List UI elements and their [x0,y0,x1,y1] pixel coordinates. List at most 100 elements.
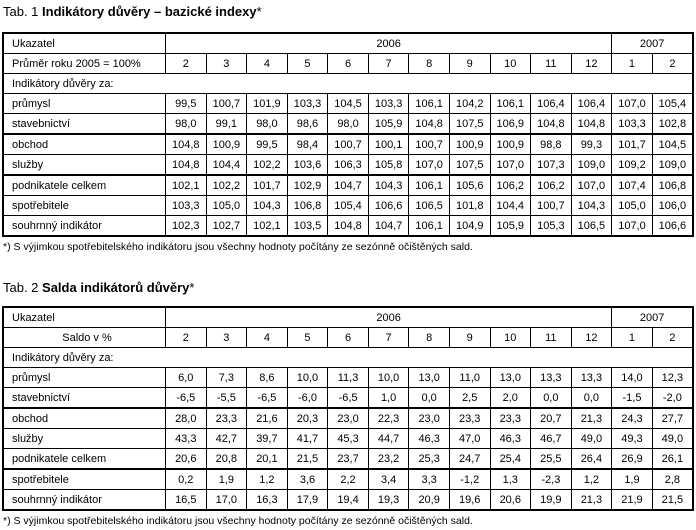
value-cell: 107,0 [570,174,613,196]
subheader-label: Průměr roku 2005 = 100% [2,53,166,74]
value-cell: 12,3 [651,367,694,388]
value-cell: 11,3 [327,367,369,388]
month-header: 2 [165,53,207,74]
value-cell: 0,0 [530,387,572,409]
value-cell: 102,7 [205,215,248,237]
value-cell: 102,9 [286,174,329,196]
year-2007: 2007 [611,32,694,54]
value-cell: 104,8 [327,215,369,237]
value-cell: 22,3 [367,407,410,429]
value-cell: 99,5 [246,133,288,155]
month-header-row: Saldo v % 2 3 4 5 6 7 8 9 10 11 12 1 2 [2,327,694,348]
value-cell: 24,3 [611,407,653,429]
footnote: *) S výjimkou spotřebitelského indikátor… [3,241,473,253]
title-asterisk: * [256,4,262,19]
value-cell: 102,3 [165,215,207,237]
value-cell: 100,9 [205,133,248,155]
value-cell: 23,0 [408,407,450,429]
month-header: 11 [530,53,572,74]
value-cell: 39,7 [246,428,288,449]
value-cell: -6,0 [286,387,329,409]
month-header: 2 [651,327,694,348]
value-cell: 107,0 [611,93,653,114]
value-cell: 104,3 [246,195,288,216]
section-label: Indikátory důvěry za: [2,73,694,94]
value-cell: 106,6 [367,195,410,216]
value-cell: 105,8 [367,154,410,176]
table-row: stavebnictví -6,5 -5,5 -6,5 -6,0 -6,5 1,0 0,0 2,… [2,387,694,409]
value-cell: 104,4 [205,154,248,176]
value-cell: 106,1 [408,215,450,237]
month-header: 6 [327,327,369,348]
value-cell: 20,7 [530,407,572,429]
value-cell: 104,2 [448,93,491,114]
value-cell: 19,6 [448,489,491,511]
value-cell: 23,3 [489,407,532,429]
row-label: spotřebitele [2,195,166,216]
value-cell: 105,6 [448,174,491,196]
value-cell: 0,2 [165,468,207,490]
header-label: Ukazatel [2,32,166,54]
value-cell: 0,0 [408,387,450,409]
value-cell: 26,4 [570,448,613,470]
value-cell: 106,2 [489,174,532,196]
row-label: průmysl [2,93,166,114]
year-header-row: Ukazatel 2006 2007 [2,32,694,54]
value-cell: 46,3 [489,428,532,449]
row-label: podnikatele celkem [2,174,166,196]
value-cell: 98,4 [286,133,329,155]
value-cell: 109,2 [611,154,653,176]
section-label: Indikátory důvěry za: [2,347,694,368]
value-cell: 100,7 [408,133,450,155]
year-2006: 2006 [164,306,613,328]
value-cell: 3,6 [286,468,329,490]
value-cell: 100,1 [367,133,410,155]
value-cell: 105,9 [367,113,410,135]
month-header: 5 [286,53,329,74]
year-header-row: Ukazatel 2006 2007 [2,306,694,328]
value-cell: 16,5 [165,489,207,511]
value-cell: 26,9 [611,448,653,470]
value-cell: 20,9 [408,489,450,511]
value-cell: 99,3 [570,133,613,155]
value-cell: 23,0 [327,407,369,429]
value-cell: 21,3 [570,407,613,429]
value-cell: 1,9 [611,468,653,490]
table-row: spotřebitele 0,2 1,9 1,2 3,6 2,2 3,4 3,3 -1,2 1,3… [2,468,694,490]
row-label: podnikatele celkem [2,448,166,470]
value-cell: 99,1 [205,113,248,135]
value-cell: 102,1 [165,174,207,196]
month-header: 5 [286,327,329,348]
value-cell: 1,9 [205,468,248,490]
value-cell: 17,9 [286,489,329,511]
value-cell: 104,3 [570,195,613,216]
value-cell: 101,8 [448,195,491,216]
value-cell: 107,5 [448,113,491,135]
value-cell: 105,0 [611,195,653,216]
month-header: 9 [448,53,491,74]
table-row: souhrnný indikátor 16,5 17,0 16,3 17,9 19,4 19… [2,489,694,511]
value-cell: 24,7 [448,448,491,470]
data-table: Ukazatel 2006 2007 Saldo v % 2 3 4 5 6 7 8 9 10 11 12 1… [2,306,694,511]
value-cell: -1,5 [611,387,653,409]
data-table: Ukazatel 2006 2007 Průměr roku 2005 = 100% 2… [2,32,694,237]
table-row: obchod 28,0 23,3 21,6 20,3 23,0 22,3 23,0 23,3 23… [2,407,694,429]
value-cell: 23,3 [205,407,248,429]
value-cell: 45,3 [327,428,369,449]
month-header: 4 [246,327,288,348]
value-cell: 106,5 [408,195,450,216]
value-cell: 42,7 [205,428,248,449]
table-row: podnikatele celkem 20,6 20,8 20,1 21,5 23,7 23… [2,448,694,470]
value-cell: 20,6 [489,489,532,511]
table-row: služby 104,8 104,4 102,2 103,6 106,3 105,8 107,… [2,154,694,176]
value-cell: 10,0 [286,367,329,388]
value-cell: 14,0 [611,367,653,388]
value-cell: 11,0 [448,367,491,388]
month-header: 1 [611,53,653,74]
row-label: služby [2,428,166,449]
value-cell: 103,3 [367,93,410,114]
value-cell: 20,3 [286,407,329,429]
value-cell: 100,9 [448,133,491,155]
value-cell: 25,3 [408,448,450,470]
value-cell: 104,4 [489,195,532,216]
